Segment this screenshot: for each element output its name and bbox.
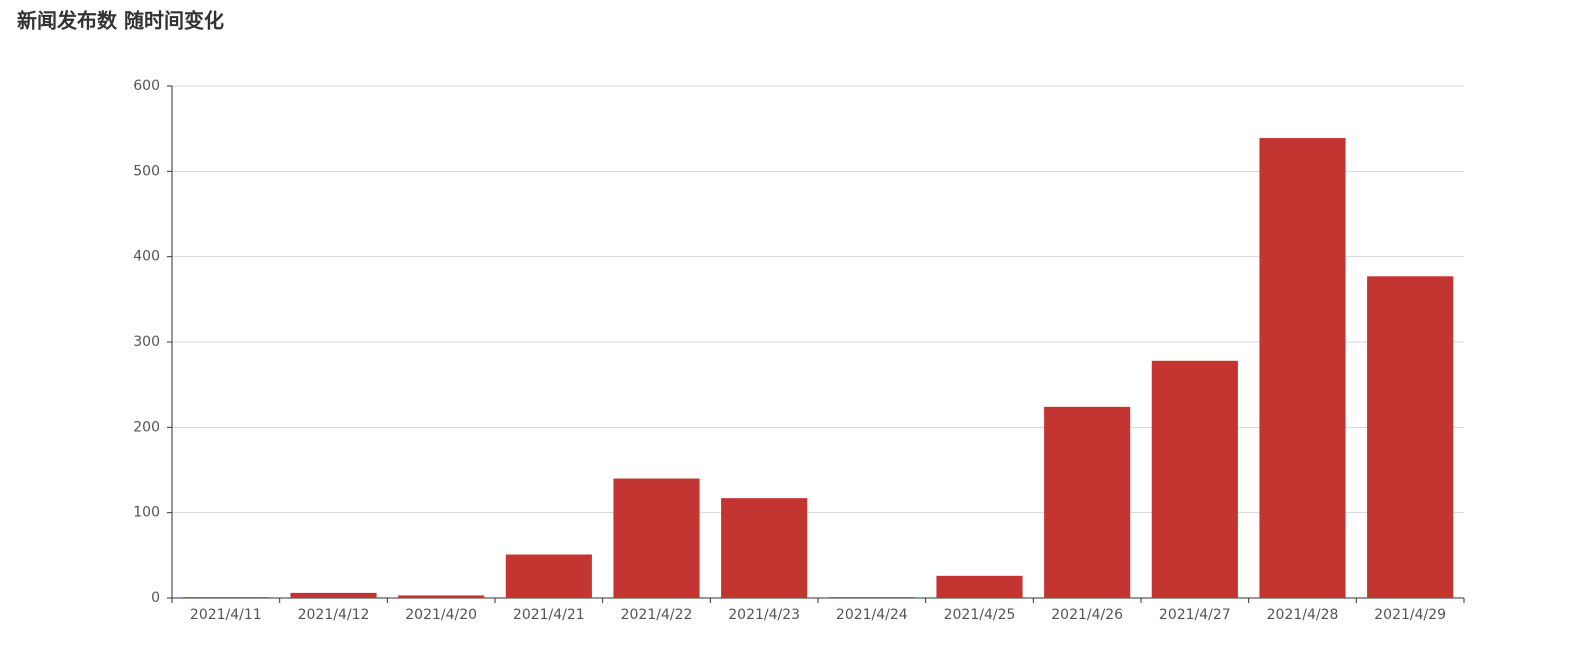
bar [505, 554, 592, 598]
y-tick-label: 0 [151, 590, 160, 606]
bar [1151, 360, 1238, 598]
x-tick-label: 2021/4/27 [1159, 607, 1231, 623]
x-tick-label: 2021/4/11 [190, 607, 262, 623]
bar [613, 478, 700, 598]
x-tick-label: 2021/4/20 [405, 607, 477, 623]
bar [721, 498, 808, 598]
x-tick-label: 2021/4/12 [298, 607, 370, 623]
x-tick-label: 2021/4/29 [1374, 607, 1446, 623]
chart-title: 新闻发布数 随时间变化 [17, 9, 224, 33]
bar [290, 592, 377, 598]
x-tick-label: 2021/4/25 [944, 607, 1016, 623]
x-tick-label: 2021/4/24 [836, 607, 908, 623]
y-tick-label: 400 [133, 249, 160, 265]
bar [182, 597, 269, 598]
x-tick-label: 2021/4/21 [513, 607, 585, 623]
y-tick-label: 500 [133, 163, 160, 179]
bar [828, 597, 915, 598]
y-tick-label: 300 [133, 334, 160, 350]
x-tick-label: 2021/4/23 [728, 607, 800, 623]
x-tick-label: 2021/4/22 [621, 607, 693, 623]
bar [1259, 138, 1346, 598]
x-tick-label: 2021/4/28 [1267, 607, 1339, 623]
bar [398, 595, 485, 598]
x-tick-label: 2021/4/26 [1051, 607, 1123, 623]
bar [936, 575, 1023, 598]
bar [1367, 276, 1454, 598]
y-tick-label: 600 [133, 78, 160, 94]
y-tick-label: 200 [133, 419, 160, 435]
y-tick-label: 100 [133, 505, 160, 521]
bar [1044, 406, 1131, 598]
